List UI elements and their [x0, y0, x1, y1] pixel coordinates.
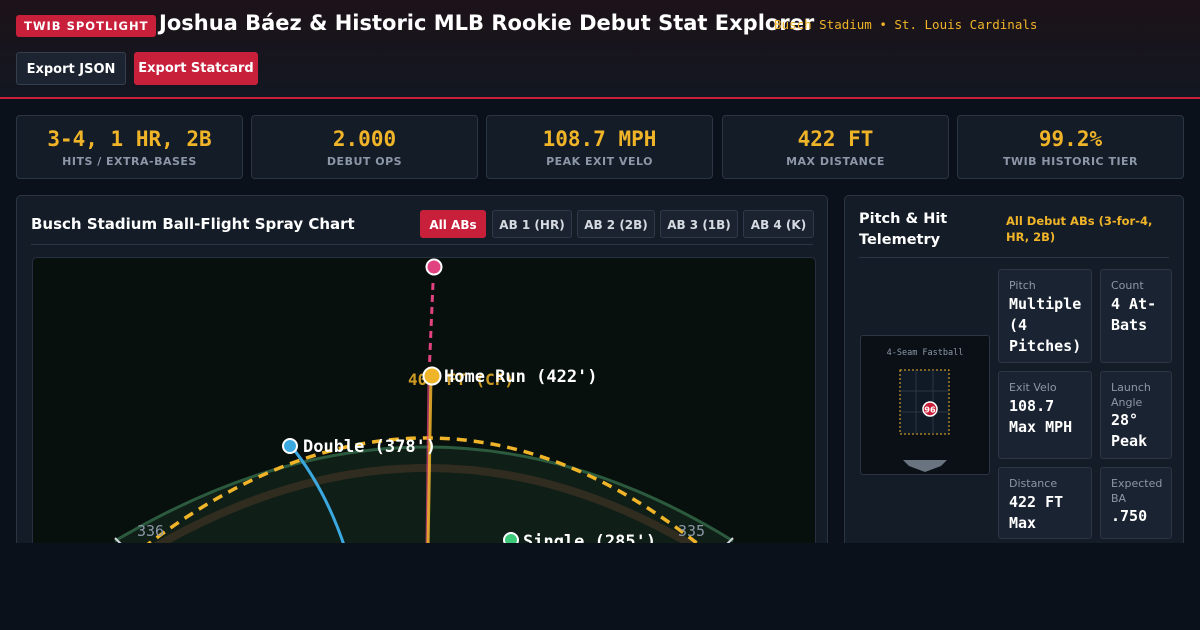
cell-value: 28° Peak	[1111, 411, 1148, 450]
spray-field: 400 FT (CF) 336 335 Home Run (422') Doub…	[32, 257, 816, 549]
stat-label: HITS / EXTRA-BASES	[62, 155, 197, 168]
home-plate	[903, 460, 947, 472]
page-footer-fill	[0, 543, 1200, 630]
stat-value: 3-4, 1 HR, 2B	[47, 127, 212, 151]
header-bar: TWIB SPOTLIGHT Joshua Báez & Historic ML…	[0, 0, 1200, 99]
cell-label: Pitch	[1009, 279, 1036, 292]
home-run-marker[interactable]	[422, 366, 442, 386]
tab-ab3[interactable]: AB 3 (1B)	[660, 210, 738, 238]
tab-ab4[interactable]: AB 4 (K)	[743, 210, 814, 238]
telemetry-cell-pitch: Pitch Multiple (4 Pitches)	[998, 269, 1092, 363]
cell-label: Distance	[1009, 477, 1058, 490]
telemetry-cell-distance: Distance 422 FT Max	[998, 467, 1092, 539]
pitch-location-marker[interactable]	[922, 401, 938, 417]
stat-value: 108.7 MPH	[542, 127, 657, 151]
telemetry-panel: Pitch & Hit Telemetry All Debut ABs (3-f…	[844, 195, 1184, 555]
stat-card-exit-velo: 108.7 MPH PEAK EXIT VELO	[486, 115, 713, 179]
double-flight-path	[289, 445, 347, 548]
cell-value: 108.7 Max MPH	[1009, 397, 1073, 436]
stat-label: MAX DISTANCE	[786, 155, 885, 168]
right-wall-label: 335	[678, 522, 705, 540]
tab-ab1[interactable]: AB 1 (HR)	[492, 210, 572, 238]
page-title: Joshua Báez & Historic MLB Rookie Debut …	[159, 11, 815, 35]
stat-label: DEBUT OPS	[326, 155, 403, 168]
telemetry-cell-launch-angle: Launch Angle 28° Peak	[1100, 371, 1172, 459]
cell-label: Exit Velo	[1009, 381, 1057, 394]
stat-card-ops: 2.000 DEBUT OPS	[251, 115, 478, 179]
home-run-label: Home Run (422')	[444, 367, 598, 387]
cell-value: 422 FT Max	[1009, 493, 1064, 532]
pitch-type-caption: 4-Seam Fastball	[886, 348, 964, 358]
stat-value: 99.2%	[1038, 127, 1103, 151]
strike-zone-card: 4-Seam Fastball 96	[860, 335, 990, 475]
stat-label: TWIB HISTORIC TIER	[1002, 155, 1139, 168]
spray-chart-title: Busch Stadium Ball-Flight Spray Chart	[31, 215, 355, 233]
telemetry-cell-exit-velo: Exit Velo 108.7 Max MPH	[998, 371, 1092, 459]
divider	[31, 244, 813, 245]
wall-distance-arc	[141, 436, 705, 548]
home-run-flight-path	[426, 375, 433, 548]
stat-value: 422 FT	[797, 127, 874, 151]
cell-label: Count	[1111, 279, 1144, 292]
telemetry-subtitle: All Debut ABs (3-for-4, HR, 2B)	[1006, 214, 1153, 244]
cell-value: 4 At-Bats	[1111, 295, 1157, 334]
venue-subtitle: Busch Stadium • St. Louis Cardinals	[774, 17, 1038, 32]
stat-label: PEAK EXIT VELO	[546, 155, 653, 168]
telemetry-cell-count: Count 4 At-Bats	[1100, 269, 1172, 363]
cell-label: Launch Angle	[1111, 381, 1151, 409]
foul-marker[interactable]	[425, 258, 443, 276]
cell-value: Multiple (4 Pitches)	[1009, 295, 1082, 355]
tab-ab2[interactable]: AB 2 (2B)	[577, 210, 655, 238]
foul-flight-path	[427, 282, 435, 377]
pitch-speed-label: 96	[924, 406, 936, 415]
tab-all-abs[interactable]: All ABs	[420, 210, 486, 238]
spotlight-badge: TWIB SPOTLIGHT	[16, 15, 157, 37]
stat-card-hits: 3-4, 1 HR, 2B HITS / EXTRA-BASES	[16, 115, 243, 179]
field-diagram: 400 FT (CF) 336 335 Home Run (422') Doub…	[114, 258, 734, 548]
strike-zone	[899, 369, 950, 435]
strike-zone-diagram: 96	[899, 369, 950, 472]
stat-card-historic-tier: 99.2% TWIB HISTORIC TIER	[957, 115, 1184, 179]
telemetry-title: Pitch & Hit Telemetry	[859, 211, 948, 248]
export-json-button[interactable]: Export JSON	[16, 52, 126, 85]
telemetry-cell-expected-ba: Expected BA .750	[1100, 467, 1172, 539]
export-statcard-button[interactable]: Export Statcard	[134, 52, 258, 85]
left-wall-label: 336	[137, 522, 164, 540]
spray-chart-panel: Busch Stadium Ball-Flight Spray Chart Al…	[16, 195, 828, 555]
double-marker[interactable]	[282, 438, 298, 454]
cell-label: Expected BA	[1111, 477, 1163, 505]
divider	[859, 257, 1169, 258]
stat-value: 2.000	[332, 127, 397, 151]
double-label: Double (378')	[303, 437, 436, 457]
cell-value: .750	[1111, 507, 1148, 525]
stat-card-distance: 422 FT MAX DISTANCE	[722, 115, 949, 179]
